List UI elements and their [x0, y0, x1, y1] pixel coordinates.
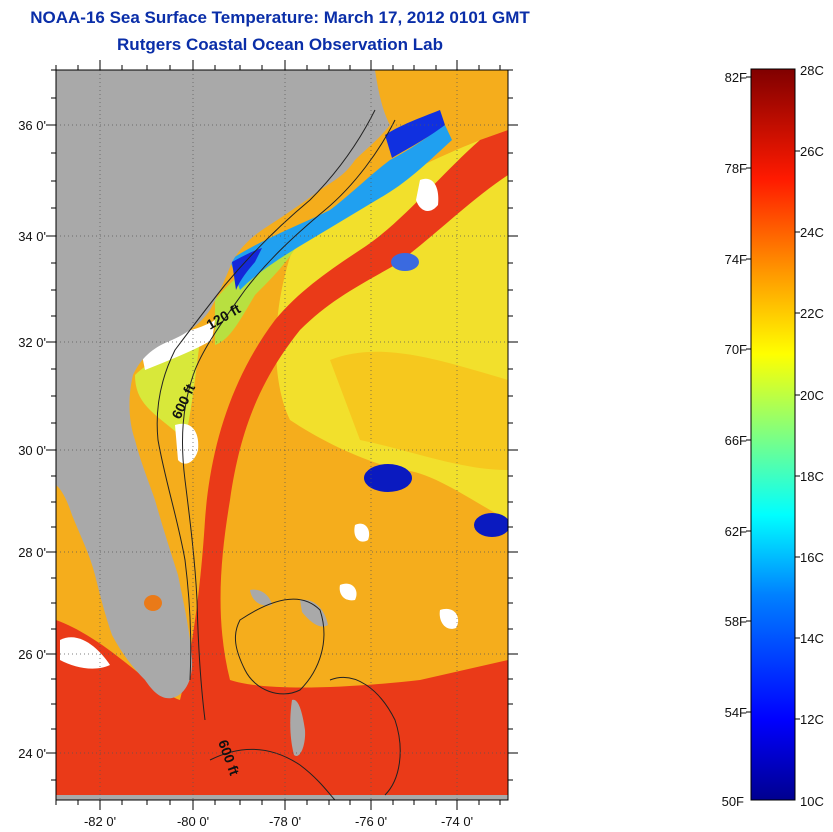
- colorbar-ticks: [746, 76, 800, 720]
- lat-tick-label: 28 0': [18, 545, 46, 560]
- colorbar: [750, 68, 796, 801]
- lat-tick-label: 24 0': [18, 746, 46, 761]
- lon-tick-label: -74 0': [441, 814, 473, 829]
- colorbar-f-label: 50F: [722, 794, 744, 809]
- map-subtitle: Rutgers Coastal Ocean Observation Lab: [117, 35, 443, 54]
- colorbar-f-label: 70F: [725, 342, 747, 357]
- lat-tick-label: 34 0': [18, 229, 46, 244]
- cold-eddy: [474, 513, 508, 537]
- map-frame: [55, 69, 509, 801]
- orange-eddy-region: [330, 351, 508, 470]
- cold-coastal-water-deep: [385, 110, 445, 158]
- colorbar-c-label: 16C: [800, 550, 824, 565]
- colorbar-c-label: 12C: [800, 712, 824, 727]
- isobath-600ft: [182, 119, 396, 721]
- colorbar-c-label: 28C: [800, 63, 824, 78]
- bahamas-island: [290, 699, 306, 756]
- bahamas-bank-contour: [329, 676, 401, 796]
- gulf-stream-region: [56, 130, 508, 800]
- bahamas-bank-contour: [234, 598, 325, 695]
- cold-coastal-water: [230, 125, 452, 290]
- bahamas-island: [300, 599, 328, 627]
- cold-coastal-water-patch: [232, 248, 262, 290]
- map-title: NOAA-16 Sea Surface Temperature: March 1…: [30, 8, 530, 27]
- axis-ticks: [46, 60, 518, 810]
- cloud-patch: [416, 178, 439, 212]
- colorbar-c-label: 14C: [800, 631, 824, 646]
- lon-tick-label: -78 0': [269, 814, 301, 829]
- cloud-patch: [439, 608, 459, 629]
- colorbar-f-label: 78F: [725, 161, 747, 176]
- lat-tick-label: 32 0': [18, 335, 46, 350]
- shelf-water-region: [215, 240, 300, 345]
- lat-tick-label: 36 0': [18, 118, 46, 133]
- colorbar-f-label: 58F: [725, 614, 747, 629]
- colorbar-f-label: 66F: [725, 433, 747, 448]
- colorbar-c-label: 26C: [800, 144, 824, 159]
- colorbar-c-label: 18C: [800, 469, 824, 484]
- land-cuba: [56, 795, 508, 800]
- colorbar-c-label: 20C: [800, 388, 824, 403]
- colorbar-c-label: 10C: [800, 794, 824, 809]
- colorbar-c-label: 24C: [800, 225, 824, 240]
- cloud-patch: [140, 320, 215, 370]
- isobath-120ft: [156, 109, 376, 681]
- bahamas-island: [250, 589, 272, 606]
- cold-eddy: [364, 464, 412, 492]
- colorbar-c-label: 22C: [800, 306, 824, 321]
- cloud-patch: [175, 423, 199, 464]
- cloud-patch: [339, 583, 357, 601]
- lake-okeechobee: [144, 595, 162, 611]
- cloud-patch: [354, 523, 370, 542]
- cloud-patch: [60, 637, 110, 669]
- lat-tick-label: 30 0': [18, 443, 46, 458]
- colorbar-f-label: 74F: [725, 252, 747, 267]
- lat-tick-label: 26 0': [18, 647, 46, 662]
- colorbar-f-label: 54F: [725, 705, 747, 720]
- map-panel: [56, 70, 508, 800]
- lon-tick-label: -80 0': [177, 814, 209, 829]
- colorbar-f-label: 62F: [725, 524, 747, 539]
- land-mass-us: [56, 70, 390, 699]
- cool-eddy: [391, 253, 419, 271]
- lon-tick-label: -82 0': [84, 814, 116, 829]
- colorbar-f-label: 82F: [725, 70, 747, 85]
- graticule: [56, 70, 508, 800]
- florida-straits-contour: [209, 748, 336, 800]
- lon-tick-label: -76 0': [355, 814, 387, 829]
